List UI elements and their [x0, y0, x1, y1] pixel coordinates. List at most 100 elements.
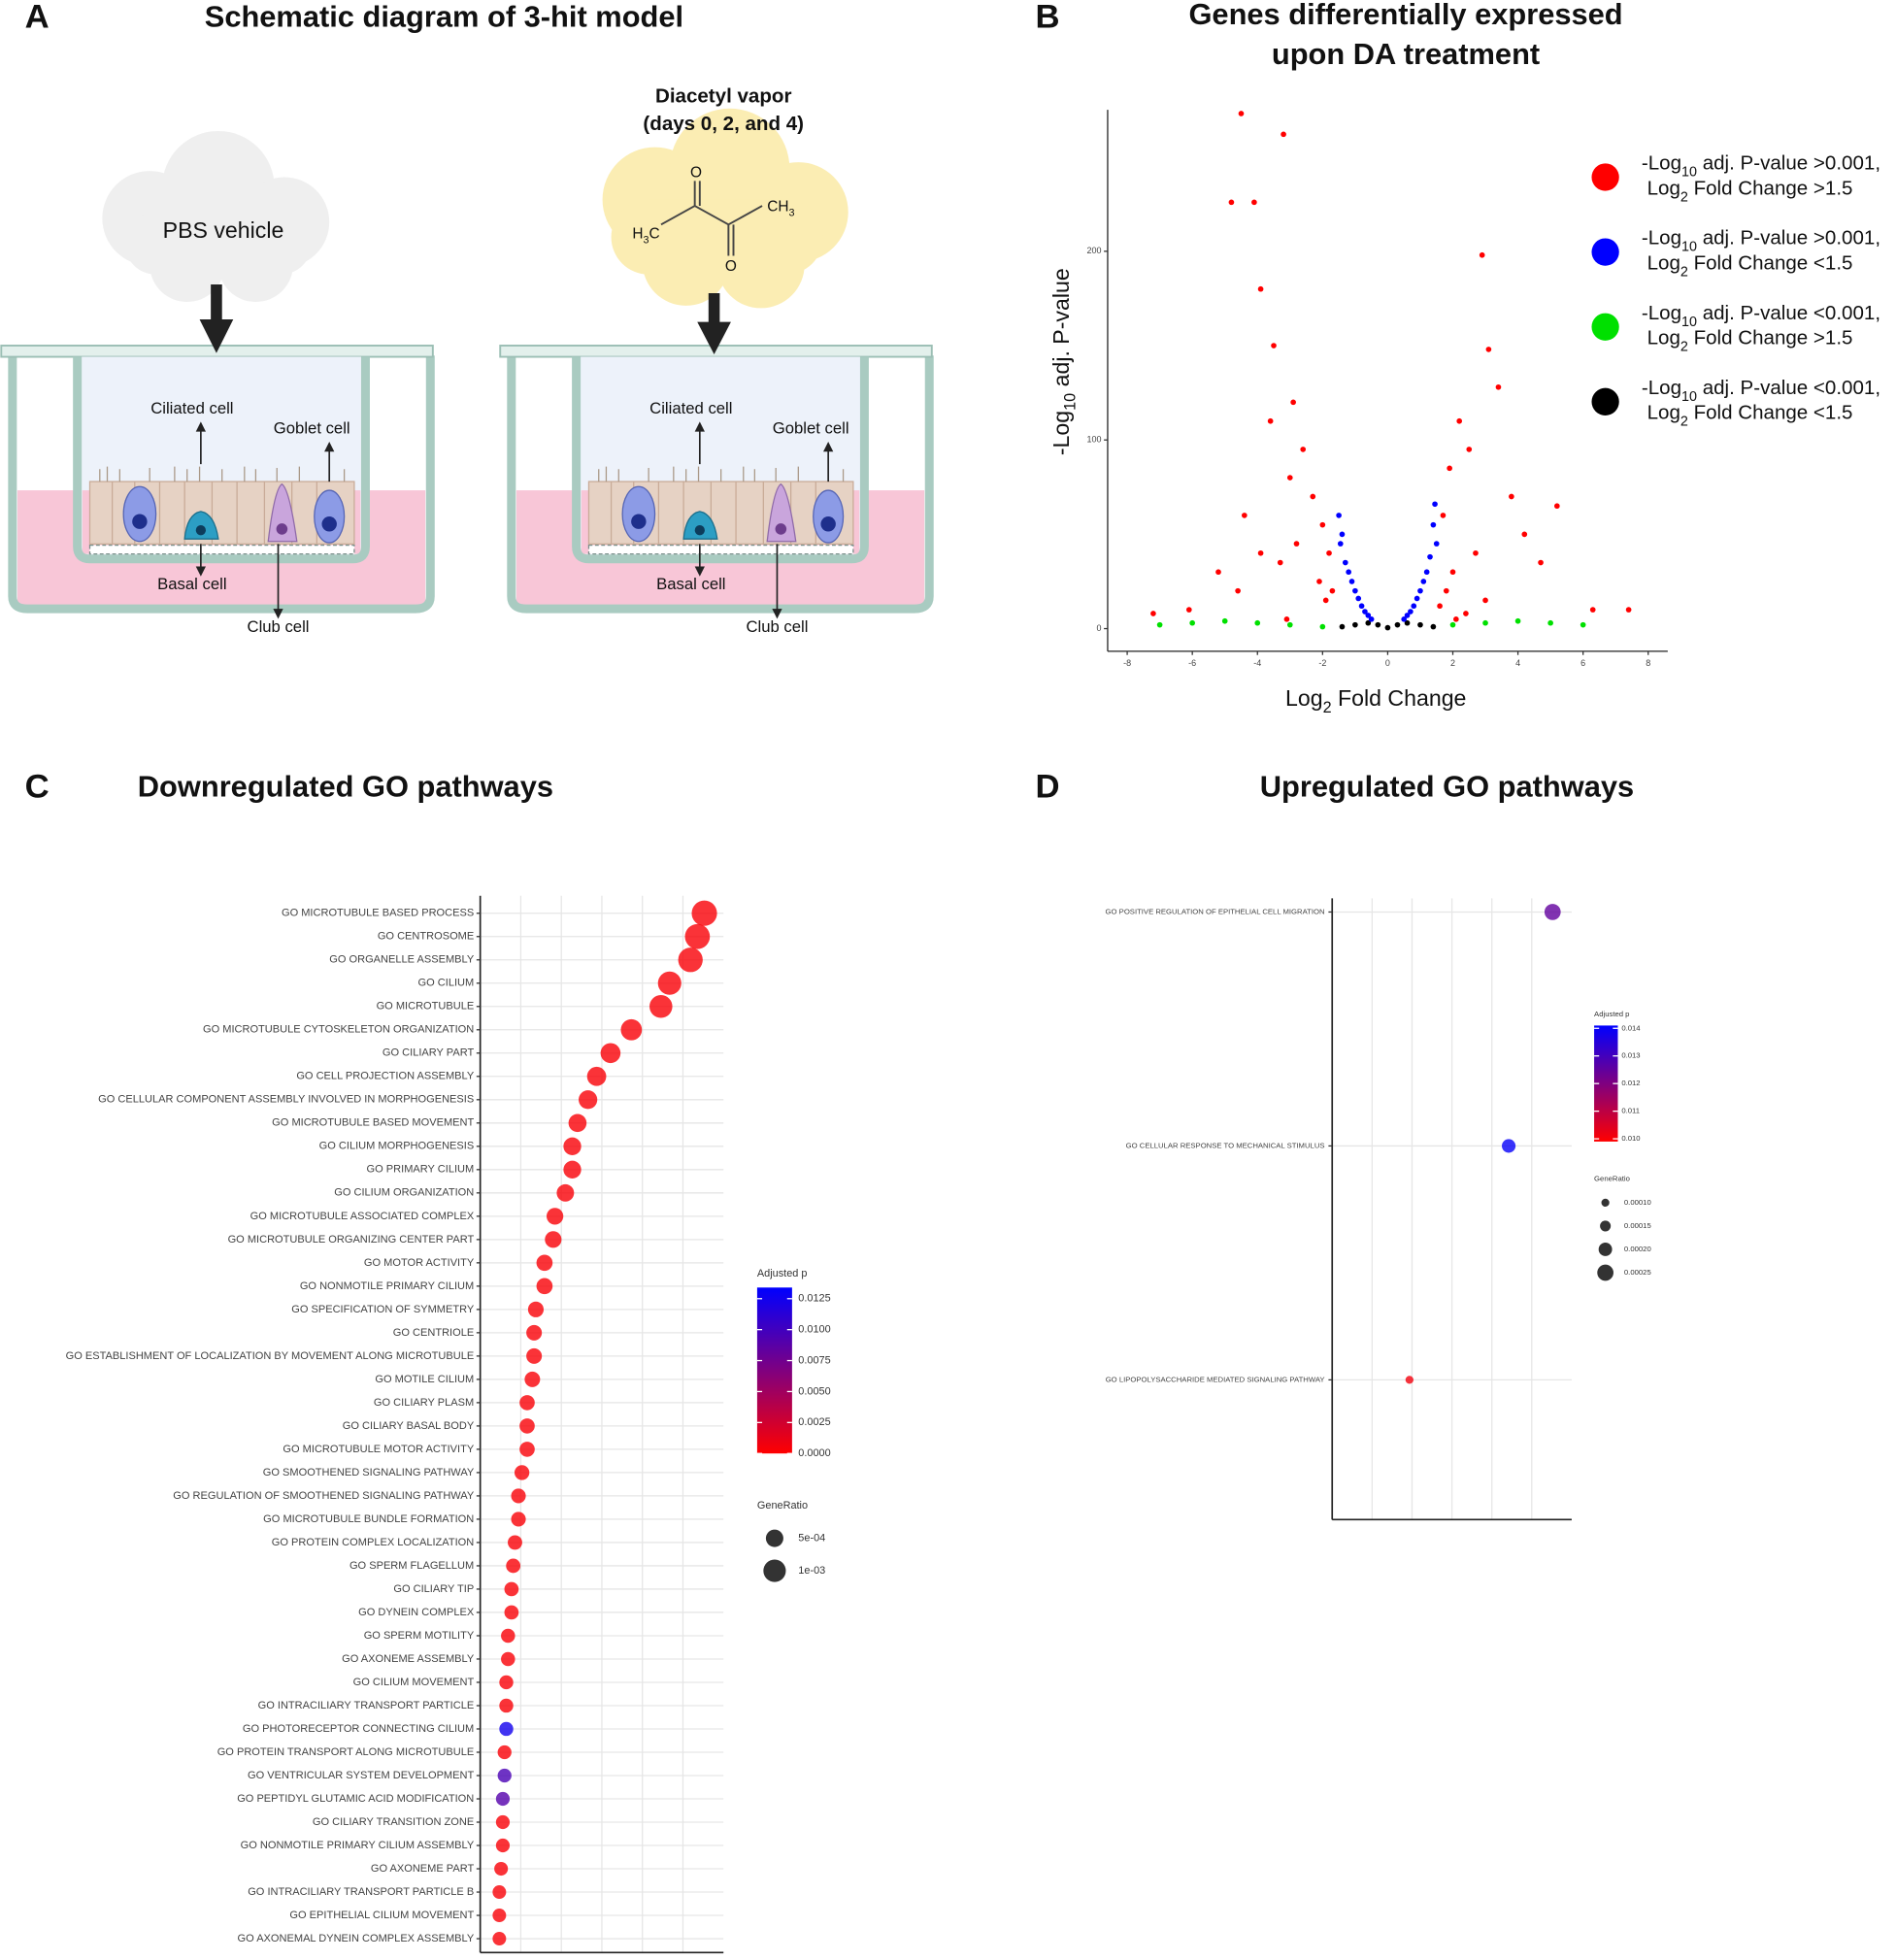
data-point	[1339, 531, 1346, 538]
cell-label: Basal cell	[157, 575, 226, 593]
category-label: GO MICROTUBULE	[377, 1001, 475, 1013]
legend-swatch	[1591, 387, 1619, 415]
color-tick-label: 0.0125	[798, 1293, 830, 1305]
data-point	[1401, 615, 1408, 622]
data-point	[1423, 569, 1430, 576]
cell-label: Goblet cell	[274, 419, 350, 438]
data-point	[1473, 549, 1479, 556]
category-label: GO MICROTUBULE BUNDLE FORMATION	[263, 1513, 474, 1525]
dot	[499, 1721, 514, 1737]
category-label: GO PROTEIN TRANSPORT ALONG MICROTUBULE	[217, 1746, 475, 1758]
size-key	[1601, 1198, 1610, 1208]
data-point	[1427, 553, 1433, 560]
data-point	[1408, 609, 1414, 615]
dot	[499, 1675, 514, 1690]
dot	[546, 1208, 564, 1225]
data-point	[1189, 619, 1195, 626]
dot	[492, 1909, 507, 1923]
category-label: GO PEPTIDYL GLUTAMIC ACID MODIFICATION	[237, 1793, 474, 1805]
data-point	[1430, 521, 1437, 528]
dot	[492, 1885, 507, 1900]
data-point	[1300, 447, 1307, 452]
data-point	[1466, 447, 1473, 452]
data-point	[1358, 603, 1365, 610]
category-label: GO CELLULAR COMPONENT ASSEMBLY INVOLVED …	[98, 1094, 474, 1106]
category-label: GO CENTRIOLE	[393, 1327, 474, 1339]
dot	[536, 1254, 553, 1272]
atom-label: CH3	[767, 198, 794, 218]
panel-letter: D	[1035, 768, 1059, 805]
dot	[579, 1090, 598, 1110]
color-tick-label: 0.0000	[798, 1447, 830, 1459]
data-point	[1625, 607, 1632, 613]
data-point	[1514, 617, 1521, 624]
category-label: GO MOTILE CILIUM	[375, 1374, 474, 1385]
cell-label: Club cell	[746, 617, 808, 636]
cell-label: Club cell	[248, 617, 310, 636]
category-label: GO NONMOTILE PRIMARY CILIUM ASSEMBLY	[241, 1840, 475, 1851]
dot	[497, 1744, 512, 1760]
panel-title: Upregulated GO pathways	[1260, 769, 1634, 803]
category-label: GO NONMOTILE PRIMARY CILIUM	[300, 1280, 474, 1292]
data-point	[1479, 251, 1485, 258]
data-point	[1375, 621, 1381, 628]
x-tick-label: -4	[1253, 658, 1261, 668]
data-point	[1495, 383, 1502, 390]
data-point	[1463, 611, 1469, 616]
category-label: GO MICROTUBULE MOTOR ACTIVITY	[283, 1444, 474, 1455]
category-label: GO CENTROSOME	[378, 931, 474, 943]
data-point	[1437, 603, 1443, 610]
dot	[600, 1043, 621, 1064]
exposure-label: Diacetyl vapor	[655, 85, 791, 108]
dot	[1405, 1376, 1414, 1384]
data-point	[1521, 531, 1528, 538]
legend-title: Adjusted p	[1594, 1010, 1629, 1018]
data-point	[1156, 621, 1163, 628]
dot	[504, 1581, 519, 1597]
data-point	[1352, 621, 1358, 628]
y-axis-label: -Log10 adj. P-value	[1048, 268, 1080, 455]
vapor-cloud	[602, 108, 848, 309]
category-label: GO SPECIFICATION OF SYMMETRY	[291, 1304, 475, 1315]
panel-letter: B	[1035, 0, 1059, 35]
data-point	[1283, 615, 1290, 622]
category-label: GO INTRACILIARY TRANSPORT PARTICLE B	[248, 1886, 474, 1898]
data-point	[1447, 465, 1452, 472]
color-tick-label: 0.010	[1621, 1134, 1640, 1143]
dot	[1502, 1139, 1516, 1153]
size-key	[763, 1559, 786, 1582]
color-bar	[756, 1287, 792, 1454]
data-point	[1235, 587, 1241, 594]
data-point	[1342, 559, 1348, 566]
dot	[495, 1838, 511, 1853]
size-key-label: 5e-04	[798, 1533, 825, 1545]
data-point	[1417, 621, 1423, 628]
dot	[504, 1605, 519, 1620]
color-tick-label: 0.0100	[798, 1324, 830, 1336]
x-tick-label: -8	[1123, 658, 1131, 668]
data-point	[1293, 541, 1300, 547]
data-point	[1509, 493, 1514, 500]
data-point	[1238, 111, 1245, 116]
category-label: GO CILIUM ORGANIZATION	[334, 1187, 474, 1199]
data-point	[1221, 617, 1228, 624]
dot	[620, 1018, 643, 1041]
panel-letter: A	[25, 0, 50, 35]
category-label: GO SPERM FLAGELLUM	[349, 1560, 474, 1572]
legend-label: -Log10 adj. P-value >0.001, Log2 Fold Ch…	[1642, 227, 1880, 280]
data-point	[1433, 541, 1440, 547]
size-key-label: 0.00015	[1624, 1221, 1651, 1230]
dot	[649, 994, 673, 1018]
size-key	[1597, 1264, 1613, 1281]
data-point	[1316, 579, 1322, 584]
size-key-label: 0.00025	[1624, 1268, 1651, 1277]
dot	[1544, 904, 1561, 920]
dot	[506, 1558, 521, 1574]
cell-label: Basal cell	[656, 575, 725, 593]
molecule-bonds	[660, 181, 763, 256]
data-point	[1286, 475, 1293, 481]
dot	[508, 1535, 522, 1550]
dot	[495, 1791, 511, 1807]
atom-label: O	[690, 165, 702, 182]
x-tick-label: 0	[1385, 658, 1390, 668]
